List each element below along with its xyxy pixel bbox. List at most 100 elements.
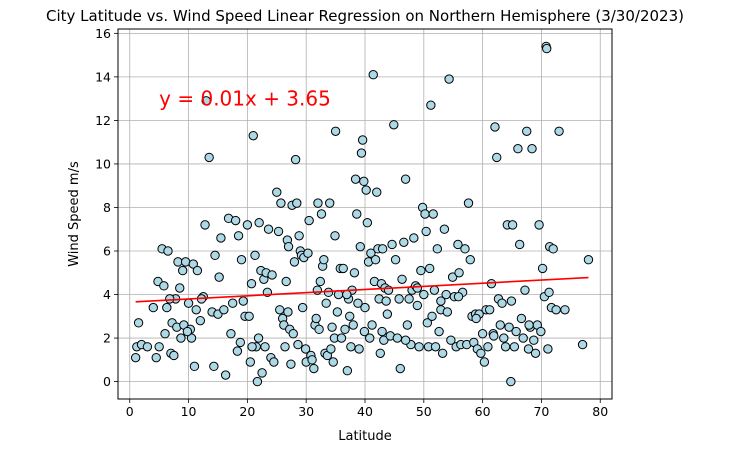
x-tick-label: 50	[416, 404, 432, 419]
data-point	[514, 239, 525, 250]
data-point	[402, 320, 413, 330]
x-tick-label: 80	[592, 404, 608, 419]
regression-equation: y = 0.01x + 3.65	[159, 87, 331, 111]
data-point	[495, 320, 505, 330]
data-point	[288, 329, 298, 339]
data-point	[504, 322, 514, 332]
data-point	[325, 198, 335, 208]
data-point	[182, 326, 193, 337]
data-point	[330, 126, 341, 136]
data-point	[232, 346, 243, 356]
x-tick-label: 70	[533, 404, 549, 419]
y-tick-label: 12	[95, 113, 111, 128]
data-point	[583, 255, 594, 265]
data-point	[148, 302, 158, 313]
data-point	[357, 135, 368, 145]
data-point	[151, 352, 161, 363]
data-point	[326, 344, 336, 354]
data-point	[530, 348, 541, 358]
data-point	[348, 320, 358, 330]
data-point	[189, 361, 200, 372]
data-point	[307, 355, 317, 365]
y-tick-label: 4	[103, 287, 111, 302]
data-point	[394, 294, 404, 304]
data-point	[492, 152, 502, 163]
data-point	[230, 215, 241, 226]
data-point	[404, 294, 414, 304]
data-point	[180, 257, 191, 267]
data-point	[368, 70, 378, 80]
data-point	[537, 263, 548, 274]
data-point	[204, 152, 214, 163]
data-point	[513, 144, 523, 154]
data-point	[257, 368, 267, 378]
data-point	[361, 185, 371, 195]
data-point	[529, 335, 539, 345]
x-tick-label: 0	[126, 404, 134, 419]
data-point	[226, 329, 236, 339]
data-point	[263, 224, 274, 234]
data-point	[362, 218, 373, 228]
x-tick-label: 40	[357, 404, 373, 419]
data-point	[235, 337, 246, 348]
data-point	[427, 311, 437, 321]
data-point	[421, 226, 431, 237]
data-point	[454, 268, 464, 278]
data-point	[397, 274, 407, 284]
data-point	[342, 366, 353, 376]
data-point	[377, 244, 388, 254]
data-point	[195, 315, 206, 326]
data-point	[292, 198, 302, 208]
data-point	[416, 265, 426, 276]
data-point	[367, 320, 377, 330]
data-point	[366, 248, 376, 258]
data-point	[163, 246, 173, 256]
data-point	[260, 342, 270, 352]
data-point	[201, 96, 211, 106]
data-point	[188, 259, 198, 269]
data-point	[311, 313, 321, 324]
data-point	[314, 324, 324, 335]
data-point	[289, 257, 300, 267]
data-point	[444, 74, 454, 84]
data-point	[509, 342, 520, 352]
y-tick-label: 16	[95, 26, 111, 41]
data-point	[312, 285, 323, 295]
data-point	[490, 122, 500, 132]
data-point	[500, 342, 511, 352]
data-point	[356, 148, 367, 158]
data-point	[315, 276, 326, 287]
data-point	[389, 120, 399, 130]
data-point	[392, 333, 403, 343]
y-tick-label: 0	[103, 374, 111, 389]
data-point	[422, 318, 433, 328]
y-axis-ticks: 0 2 4 6 8 10 12 14 16	[95, 26, 118, 389]
data-point	[250, 250, 260, 261]
data-point	[432, 244, 443, 254]
data-point	[419, 289, 429, 300]
data-point	[142, 342, 153, 352]
data-point	[446, 335, 456, 345]
regression-line	[135, 276, 589, 303]
y-axis-title: Wind Speed m/s	[67, 161, 82, 267]
data-point	[294, 231, 304, 241]
x-axis-ticks: 0 10 20 30 40 50 60 70 80	[126, 399, 608, 419]
data-point	[542, 43, 552, 54]
data-point	[399, 237, 409, 247]
data-point	[352, 209, 362, 219]
data-point	[346, 342, 356, 352]
data-point	[497, 298, 507, 308]
y-tick-label: 6	[103, 244, 111, 259]
data-point	[577, 339, 588, 350]
data-point	[506, 296, 517, 306]
data-point	[523, 344, 534, 354]
data-point	[453, 292, 464, 302]
data-point	[534, 220, 544, 230]
data-point	[400, 335, 411, 345]
data-point	[220, 370, 231, 380]
data-point	[507, 220, 518, 230]
data-point	[434, 326, 444, 337]
data-point	[159, 281, 169, 291]
data-point	[340, 324, 350, 335]
